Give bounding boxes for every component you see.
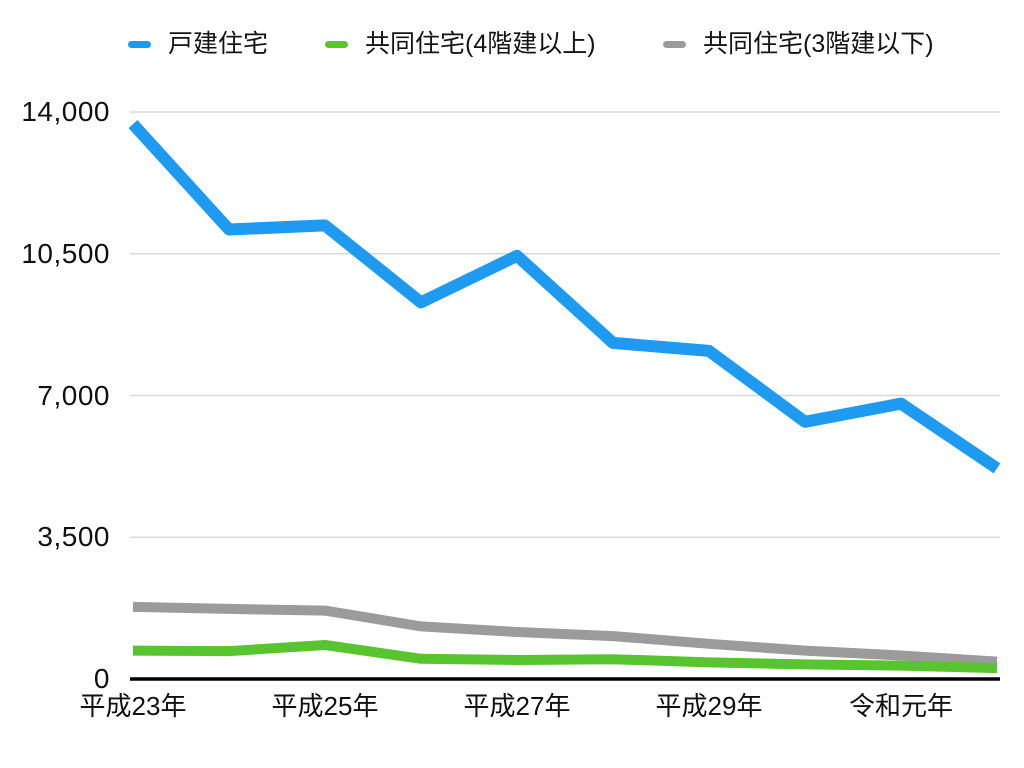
y-tick-label: 3,500: [37, 521, 110, 553]
legend-item-detached-house: 戸建住宅: [128, 30, 268, 58]
legend-label: 共同住宅(3階建以下): [703, 30, 934, 58]
legend-label: 共同住宅(4階建以上): [365, 30, 596, 58]
legend-swatch-green: [325, 40, 348, 48]
legend-swatch-blue: [128, 40, 151, 48]
y-tick-label: 14,000: [21, 96, 110, 127]
y-tick-label: 7,000: [37, 379, 110, 411]
x-tick-label: 平成27年: [463, 691, 571, 721]
x-tick-label: 平成25年: [271, 691, 379, 721]
legend-swatch-gray: [663, 40, 686, 48]
x-tick-label: 令和元年: [848, 691, 953, 721]
line-detached-house: [128, 120, 1001, 474]
line-apartment-4plus: [132, 640, 998, 674]
legend-label: 戸建住宅: [168, 30, 269, 58]
legend-item-apartment-4plus: 共同住宅(4階建以上): [325, 30, 596, 58]
x-tick-label: 平成23年: [79, 691, 187, 721]
x-tick-label: 平成29年: [655, 691, 763, 721]
y-tick-label: 10,500: [21, 237, 110, 269]
y-tick-label: 0: [93, 663, 110, 694]
legend-item-apartment-3minus: 共同住宅(3階建以下): [663, 30, 934, 58]
line-apartment-3minus: [132, 601, 998, 667]
